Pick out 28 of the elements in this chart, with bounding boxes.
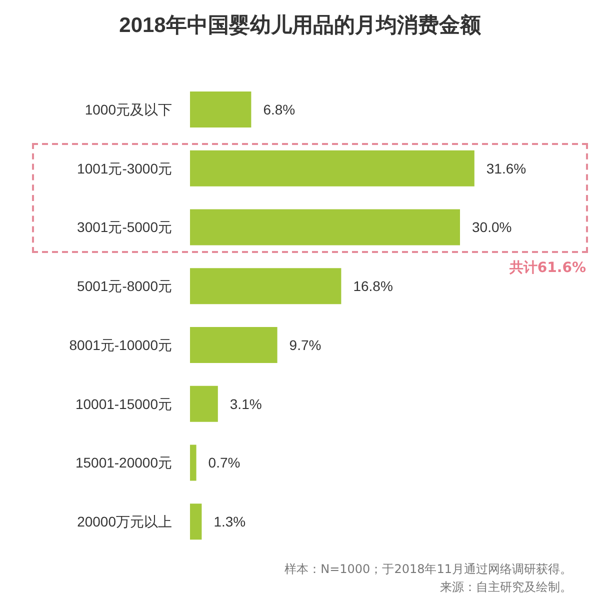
bar <box>190 444 196 481</box>
data-label: 9.7% <box>289 336 322 353</box>
source-note: 来源：自主研究及绘制。 <box>440 580 572 594</box>
data-label: 31.6% <box>486 160 526 176</box>
bar <box>190 268 342 304</box>
text: 样本：N=1000；于2018年11月通过网络调研获得。 <box>284 562 572 576</box>
bar <box>190 504 202 540</box>
bar <box>190 209 460 246</box>
y-tick-label: 1000元及以下 <box>84 101 172 118</box>
data-label: 30.0% <box>472 219 512 236</box>
chart-title: 2018年中国婴幼儿用品的月均消费金额 <box>119 13 482 37</box>
bar <box>190 326 278 363</box>
text: 共计61.6% <box>509 258 586 277</box>
data-label: 3.1% <box>230 396 262 412</box>
y-tick-label: 3001元-5000元 <box>77 219 172 236</box>
data-label: 6.8% <box>263 101 296 118</box>
bar <box>190 91 252 128</box>
bar <box>190 150 474 186</box>
data-label: 1.3% <box>214 514 246 530</box>
y-tick-label: 20000万元以上 <box>77 514 172 530</box>
y-tick-label: 15001-20000元 <box>75 454 172 471</box>
bar <box>190 386 218 422</box>
y-tick-label: 1001元-3000元 <box>77 160 172 176</box>
y-tick-label: 5001元-8000元 <box>77 278 172 294</box>
data-label: 16.8% <box>353 278 393 294</box>
y-tick-label: 8001元-10000元 <box>69 336 172 353</box>
data-label: 0.7% <box>208 454 240 471</box>
y-tick-label: 10001-15000元 <box>75 396 172 412</box>
